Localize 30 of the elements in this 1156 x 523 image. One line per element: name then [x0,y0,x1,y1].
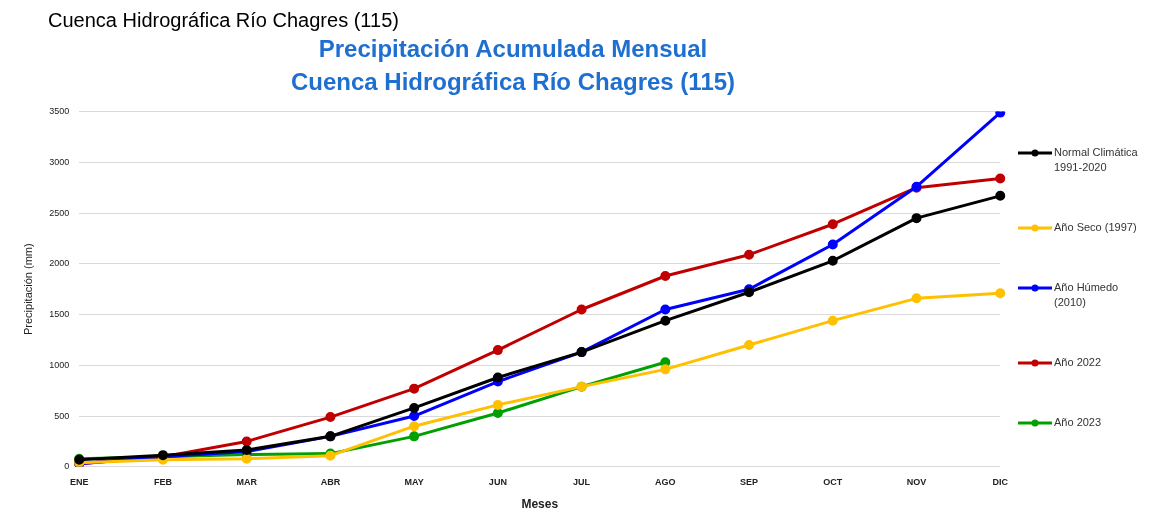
legend-label: Normal Climática 1991-2020 [1054,144,1138,175]
y-tick-label: 3500 [49,106,70,117]
chart-title: Precipitación Acumulada Mensual [318,35,708,63]
x-tick-label: NOV [906,476,927,487]
text: Cuenca Hidrográfica Río Chagres (115) [47,8,400,32]
x-tick-label: SEP [740,476,759,487]
y-tick-label: 500 [54,410,70,421]
x-tick-label: ENE [69,476,89,487]
y-tick-label: 3000 [49,156,70,167]
x-tick-label: MAY [404,476,424,487]
legend-label: Año 2022 [1054,354,1102,370]
x-tick-label: FEB [153,476,173,487]
y-tick-label: 2500 [49,207,70,218]
y-tick-label: 0 [64,461,70,472]
x-tick-label: AGO [655,476,676,487]
y-tick-label: 1500 [49,309,70,320]
y-tick-label: 2000 [49,258,70,269]
x-tick-label: OCT [823,476,843,487]
legend-label: Año Seco (1997) [1054,219,1137,235]
x-tick-label: JUL [573,476,591,487]
x-tick-label: ABR [320,476,341,487]
legend-label: Año 2023 [1054,414,1102,430]
y-tick-label: 1000 [49,359,70,370]
x-tick-label: DIC [992,476,1009,487]
x-tick-label: MAR [236,476,258,487]
y-axis-title: Precipitación (mm) [21,243,34,336]
x-tick-label: JUN [488,476,507,487]
chart-subtitle: Cuenca Hidrográfica Río Chagres (115) [290,67,736,95]
x-axis-title: Meses [521,497,559,512]
legend-label: Año Húmedo (2010) [1054,279,1120,310]
